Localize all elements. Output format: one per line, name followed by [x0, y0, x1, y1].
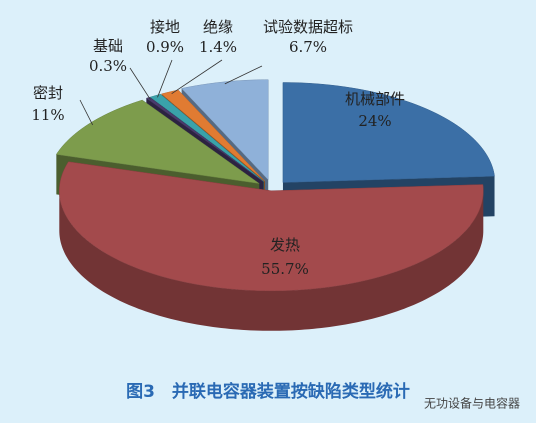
- slice: [181, 79, 269, 181]
- slice-value-label: 0.9%: [146, 38, 184, 56]
- slice-label: 绝缘: [203, 18, 233, 36]
- slice: [145, 96, 264, 182]
- slice-label: 基础: [93, 37, 123, 55]
- slice-label: 试验数据超标: [263, 18, 353, 36]
- slice: [282, 82, 495, 183]
- slice-side: [59, 190, 484, 331]
- slice-label: 密封: [33, 84, 63, 102]
- slice-label: 机械部件: [345, 90, 405, 108]
- slice-value-label: 24%: [358, 112, 391, 130]
- slice-value-label: 11%: [31, 106, 64, 124]
- slice: [59, 161, 484, 331]
- slice-value-label: 55.7%: [261, 260, 309, 278]
- caption: 图3 并联电容器装置按缺陷类型统计: [126, 381, 410, 402]
- slice-value-label: 0.3%: [89, 57, 127, 75]
- slice: [55, 99, 260, 184]
- leader-line: [157, 59, 173, 98]
- slice-label: 接地: [150, 18, 180, 36]
- leader-line: [171, 59, 223, 94]
- slice-value-label: 1.4%: [199, 38, 237, 56]
- slice-value-label: 6.7%: [289, 38, 327, 56]
- leader-line: [79, 99, 93, 126]
- slice: [59, 161, 484, 292]
- slice-label: 发热: [270, 236, 300, 254]
- watermark: 无功设备与电容器: [424, 396, 520, 411]
- slice: [149, 93, 264, 182]
- leader-line: [129, 67, 151, 100]
- leader-line: [224, 65, 263, 85]
